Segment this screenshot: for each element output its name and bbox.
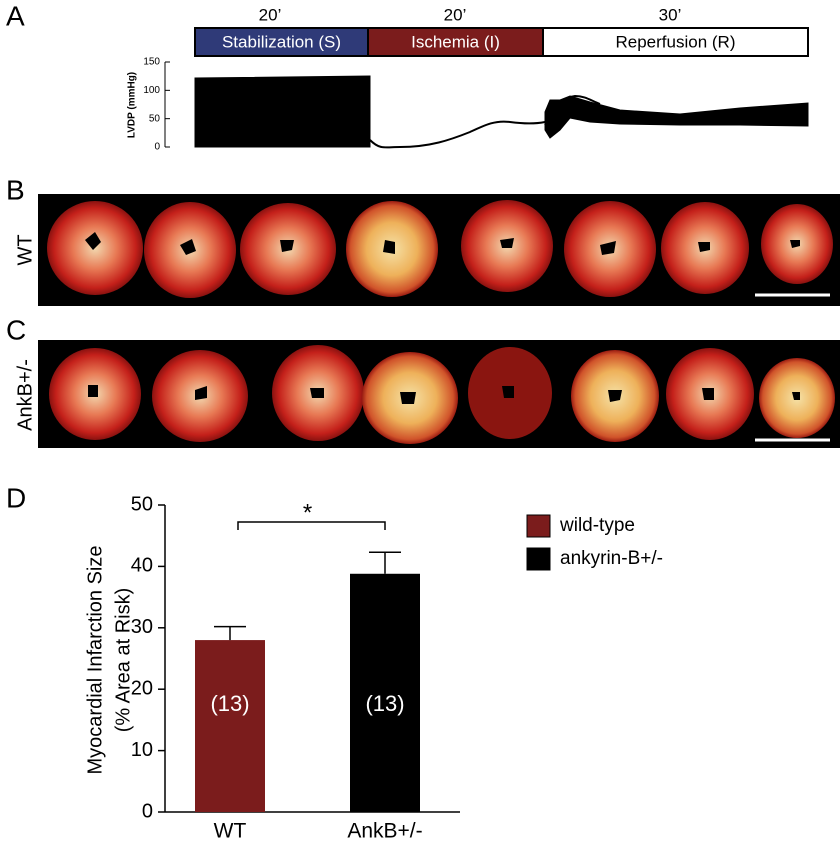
duration-label: 20’: [259, 5, 282, 24]
y-axis-label: Myocardial Infarction Size: [84, 546, 106, 775]
x-tick-label: AnkB+/-: [347, 820, 422, 842]
significance-bracket: [237, 521, 386, 530]
y-tick-label: 0: [154, 142, 160, 153]
lvdp-trace: [544, 95, 809, 139]
n-label: (13): [365, 691, 404, 716]
y-tick-label: 100: [143, 85, 160, 96]
y-tick-label: 30: [131, 616, 153, 638]
y-tick-label: 50: [131, 493, 153, 515]
panel-label: B: [6, 174, 25, 205]
legend-label: ankyrin-B+/-: [560, 548, 663, 569]
error-bar: [214, 625, 246, 641]
legend-swatch: [526, 547, 551, 571]
y-axis-label: LVDP (mmHg): [127, 72, 138, 138]
heart-slices: [49, 345, 835, 444]
lvdp-trace: [544, 94, 601, 126]
phase-box: [194, 27, 369, 57]
y-tick-label: 50: [149, 113, 161, 124]
row-label: AnkB+/-: [14, 359, 36, 431]
phase-box: [542, 27, 809, 57]
y-tick-label: 20: [131, 677, 153, 699]
legend-swatch: [526, 514, 551, 538]
duration-label: 20’: [444, 5, 467, 24]
phase-label: Stabilization (S): [222, 32, 341, 51]
y-tick-label: 150: [143, 57, 160, 68]
y-tick-label: 40: [131, 555, 153, 577]
panel-label: C: [6, 314, 26, 345]
lvdp-trace: [369, 120, 546, 149]
n-label: (13): [210, 691, 249, 716]
row-label: WT: [14, 234, 36, 265]
y-tick-label: 0: [142, 800, 153, 822]
error-bar: [369, 551, 401, 574]
duration-label: 30’: [659, 5, 682, 24]
heart-slices: [47, 200, 833, 298]
bar: [195, 640, 265, 812]
significance-label: *: [303, 499, 312, 526]
lvdp-trace: [194, 75, 371, 148]
x-tick-label: WT: [214, 820, 247, 842]
panel-label: D: [6, 482, 26, 513]
legend-label: wild-type: [559, 515, 635, 536]
phase-box: [367, 27, 544, 57]
y-tick-label: 10: [131, 739, 153, 761]
bar: [350, 573, 420, 812]
panel-label: A: [6, 0, 25, 31]
phase-label: Ischemia (I): [411, 32, 500, 51]
y-axis-label: (% Area at Risk): [112, 588, 134, 732]
phase-label: Reperfusion (R): [616, 32, 736, 51]
